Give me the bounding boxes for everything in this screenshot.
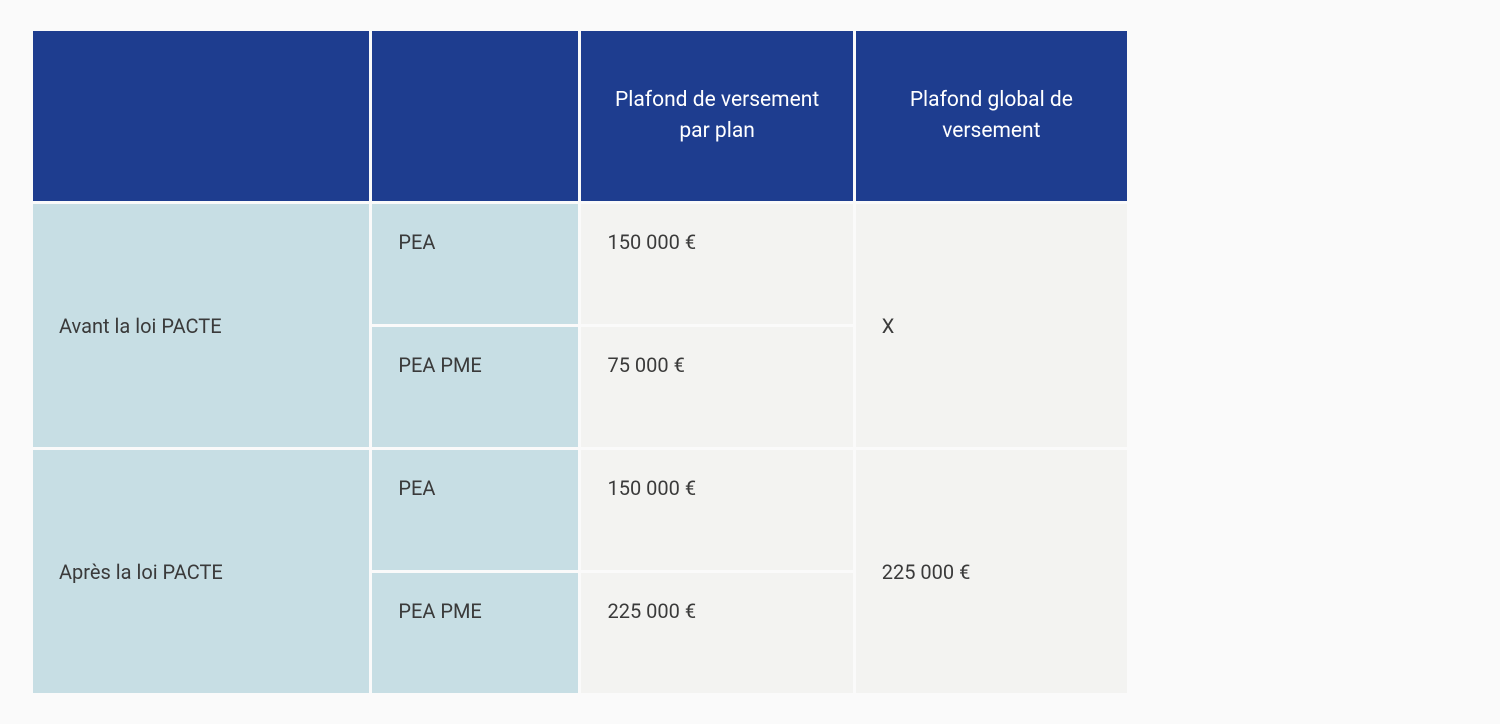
global-cell: 225 000 € [856,450,1127,693]
header-plafond-plan: Plafond de versement par plan [581,31,852,201]
plan-cell: PEA PME [372,327,578,447]
plan-cell: PEA [372,450,578,570]
plafond-cell: 225 000 € [581,573,852,693]
plafond-cell: 150 000 € [581,450,852,570]
header-blank-1 [33,31,369,201]
plafond-cell: 75 000 € [581,327,852,447]
plan-cell: PEA [372,204,578,324]
global-cell: X [856,204,1127,447]
header-blank-2 [372,31,578,201]
section-label: Après la loi PACTE [33,450,369,693]
plafond-cell: 150 000 € [581,204,852,324]
pacte-table: Plafond de versement par plan Plafond gl… [30,28,1130,696]
table-row: Avant la loi PACTE PEA 150 000 € X [33,204,1127,324]
pacte-table-container: Plafond de versement par plan Plafond gl… [30,28,1130,696]
plan-cell: PEA PME [372,573,578,693]
header-plafond-global: Plafond global de versement [856,31,1127,201]
table-header-row: Plafond de versement par plan Plafond gl… [33,31,1127,201]
table-row: Après la loi PACTE PEA 150 000 € 225 000… [33,450,1127,570]
section-label: Avant la loi PACTE [33,204,369,447]
